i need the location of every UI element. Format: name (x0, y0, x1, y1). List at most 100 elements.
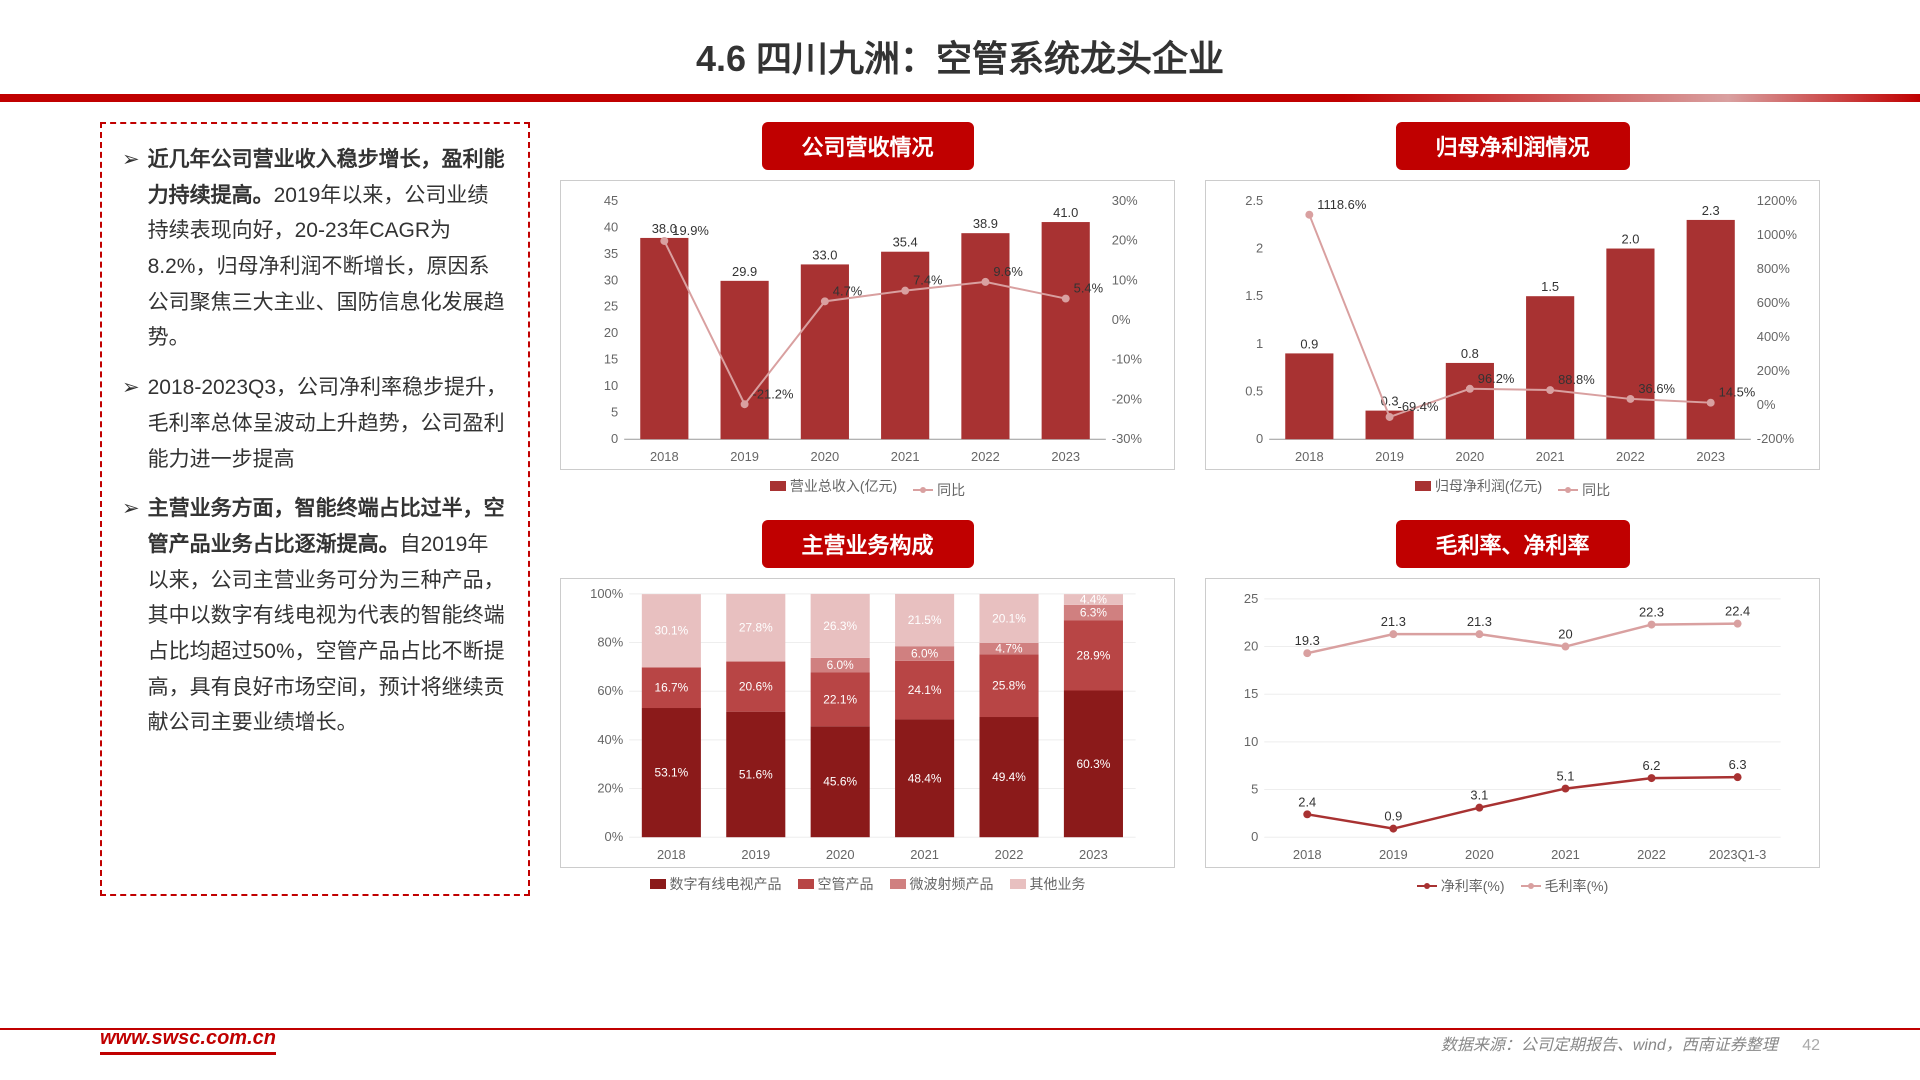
svg-text:48.4%: 48.4% (908, 771, 942, 785)
svg-text:2018: 2018 (650, 449, 679, 464)
svg-text:5: 5 (611, 405, 618, 420)
svg-text:2020: 2020 (1456, 449, 1485, 464)
svg-text:41.0: 41.0 (1053, 205, 1078, 220)
svg-text:2019: 2019 (730, 449, 759, 464)
svg-text:80%: 80% (597, 635, 623, 650)
footer-url: www.swsc.com.cn (100, 1027, 276, 1055)
svg-text:20.6%: 20.6% (739, 680, 773, 694)
svg-text:2021: 2021 (891, 449, 920, 464)
svg-text:4.4%: 4.4% (1080, 592, 1108, 606)
chart1: 公司营收情况 051015202530354045-30%-20%-10%0%1… (560, 122, 1175, 500)
svg-text:29.9: 29.9 (732, 264, 757, 279)
svg-text:5: 5 (1251, 782, 1258, 797)
slide-title: 4.6 四川九洲：空管系统龙头企业 (0, 30, 1920, 82)
svg-text:400%: 400% (1757, 329, 1791, 344)
svg-text:4.7%: 4.7% (833, 283, 863, 298)
svg-text:-10%: -10% (1112, 352, 1143, 367)
svg-text:1.5: 1.5 (1245, 288, 1263, 303)
chart1-title: 公司营收情况 (761, 122, 973, 170)
svg-text:21.5%: 21.5% (908, 613, 942, 627)
svg-text:2022: 2022 (995, 847, 1024, 862)
svg-text:19.9%: 19.9% (672, 223, 709, 238)
svg-text:40%: 40% (597, 732, 623, 747)
svg-text:22.3: 22.3 (1639, 605, 1664, 620)
svg-text:0%: 0% (1757, 397, 1776, 412)
svg-text:2.5: 2.5 (1245, 193, 1263, 208)
svg-text:60.3%: 60.3% (1077, 757, 1111, 771)
svg-text:20: 20 (1558, 627, 1572, 642)
footer: www.swsc.com.cn 数据来源：公司定期报告、wind，西南证券整理 … (100, 1027, 1820, 1055)
chart3: 主营业务构成 0%20%40%60%80%100%53.1%16.7%30.1%… (560, 520, 1175, 896)
svg-text:6.3: 6.3 (1729, 757, 1747, 772)
svg-text:0.8: 0.8 (1461, 346, 1479, 361)
svg-text:2021: 2021 (910, 847, 939, 862)
svg-text:2022: 2022 (1616, 449, 1645, 464)
svg-text:0%: 0% (1112, 312, 1131, 327)
bullet-item: 主营业务方面，智能终端占比过半，空管产品业务占比逐渐提高。自2019年以来，公司… (122, 491, 508, 741)
svg-text:2023: 2023 (1051, 449, 1080, 464)
svg-text:53.1%: 53.1% (654, 766, 688, 780)
svg-text:10: 10 (1244, 734, 1258, 749)
svg-text:36.6%: 36.6% (1638, 381, 1675, 396)
svg-text:2022: 2022 (1637, 847, 1666, 862)
svg-text:5.4%: 5.4% (1074, 281, 1104, 296)
svg-text:20.1%: 20.1% (992, 611, 1026, 625)
svg-text:-30%: -30% (1112, 431, 1143, 446)
bullet-item: 近几年公司营业收入稳步增长，盈利能力持续提高。2019年以来，公司业绩持续表现向… (122, 142, 508, 356)
svg-text:20: 20 (604, 325, 618, 340)
footer-source: 数据来源：公司定期报告、wind，西南证券整理 (1441, 1037, 1778, 1054)
svg-text:3.1: 3.1 (1470, 788, 1488, 803)
svg-text:10: 10 (604, 378, 618, 393)
svg-text:25.8%: 25.8% (992, 679, 1026, 693)
svg-text:7.4%: 7.4% (913, 273, 943, 288)
svg-text:800%: 800% (1757, 261, 1791, 276)
svg-text:5.1: 5.1 (1556, 769, 1574, 784)
svg-text:2023: 2023 (1079, 847, 1108, 862)
svg-text:2.4: 2.4 (1298, 794, 1316, 809)
svg-text:2018: 2018 (1295, 449, 1324, 464)
svg-text:45: 45 (604, 193, 618, 208)
svg-text:2023: 2023 (1696, 449, 1725, 464)
svg-text:1: 1 (1256, 336, 1263, 351)
svg-text:21.3: 21.3 (1381, 614, 1406, 629)
svg-text:1118.6%: 1118.6% (1317, 197, 1367, 212)
svg-text:27.8%: 27.8% (739, 621, 773, 635)
page-number: 42 (1802, 1037, 1820, 1054)
svg-text:2: 2 (1256, 241, 1263, 256)
svg-text:2019: 2019 (1379, 847, 1408, 862)
svg-text:60%: 60% (597, 683, 623, 698)
chart4: 毛利率、净利率 05101520252018201920202021202220… (1205, 520, 1820, 896)
svg-text:2022: 2022 (971, 449, 1000, 464)
svg-text:21.3: 21.3 (1467, 614, 1492, 629)
svg-text:0: 0 (1251, 829, 1258, 844)
divider-bar (0, 94, 1920, 102)
svg-text:2021: 2021 (1536, 449, 1565, 464)
chart3-title: 主营业务构成 (761, 520, 973, 568)
svg-text:15: 15 (604, 352, 618, 367)
svg-text:38.9: 38.9 (973, 216, 998, 231)
svg-text:2021: 2021 (1551, 847, 1580, 862)
svg-text:0.5: 0.5 (1245, 384, 1263, 399)
svg-text:96.2%: 96.2% (1478, 371, 1515, 386)
svg-text:49.4%: 49.4% (992, 770, 1026, 784)
svg-text:600%: 600% (1757, 295, 1791, 310)
svg-text:33.0: 33.0 (812, 247, 837, 262)
svg-text:0: 0 (611, 431, 618, 446)
svg-text:0.9: 0.9 (1384, 809, 1402, 824)
svg-text:6.2: 6.2 (1643, 758, 1661, 773)
text-panel: 近几年公司营业收入稳步增长，盈利能力持续提高。2019年以来，公司业绩持续表现向… (100, 122, 530, 896)
svg-text:25: 25 (1244, 591, 1258, 606)
chart4-title: 毛利率、净利率 (1395, 520, 1629, 568)
svg-text:200%: 200% (1757, 363, 1791, 378)
svg-text:2020: 2020 (811, 449, 840, 464)
svg-text:0: 0 (1256, 431, 1263, 446)
svg-text:2019: 2019 (741, 847, 770, 862)
svg-text:-20%: -20% (1112, 391, 1143, 406)
svg-text:2018: 2018 (1293, 847, 1322, 862)
svg-text:22.4: 22.4 (1725, 604, 1750, 619)
svg-text:6.0%: 6.0% (911, 646, 939, 660)
svg-text:4.7%: 4.7% (995, 641, 1023, 655)
chart2: 归母净利润情况 00.511.522.5-200%0%200%400%600%8… (1205, 122, 1820, 500)
svg-text:6.0%: 6.0% (827, 658, 855, 672)
svg-text:2020: 2020 (826, 847, 855, 862)
